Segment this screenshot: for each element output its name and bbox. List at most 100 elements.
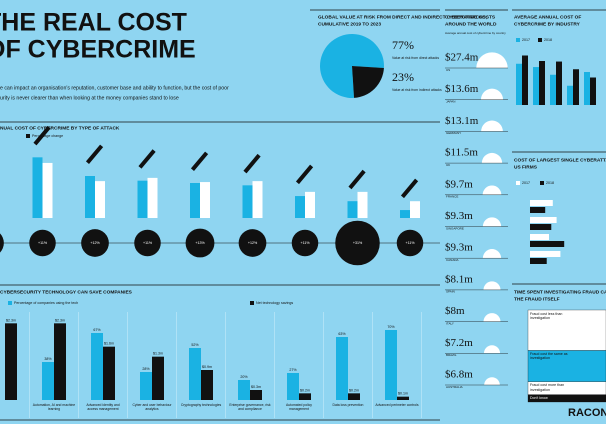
- value-label: $7.2m: [445, 337, 473, 349]
- change-circle: [0, 233, 4, 253]
- bar: [287, 373, 299, 400]
- intro: e can impact an organisation's reputatio…: [0, 85, 229, 91]
- chart-title: AVERAGE ANNUAL COST OF: [514, 14, 581, 20]
- dome: [482, 217, 502, 227]
- x-tick-label: Advanced perimeter controls: [375, 403, 419, 407]
- pie-label: Value at risk from direct attacks: [392, 56, 439, 60]
- bar-value-label: $0.3m: [251, 385, 261, 389]
- segment-label: Fraud cost more than investigation: [530, 383, 565, 392]
- legend-swatch: [540, 181, 544, 185]
- change-label: +12%: [90, 241, 100, 245]
- country-label: BRAZIL: [446, 353, 457, 357]
- page-title: OF CYBERCRIME: [0, 36, 196, 64]
- bar-value-label: $2.3m: [6, 318, 16, 322]
- dome: [480, 88, 504, 100]
- chart-title: COST OF LARGEST SINGLE CYBERATTACK TO: [514, 157, 606, 163]
- attack-tag: [85, 144, 104, 164]
- dome: [476, 52, 508, 68]
- pie-value-label: 77%: [392, 38, 414, 52]
- bar: [238, 380, 250, 400]
- dome: [482, 185, 502, 195]
- bar: [32, 157, 43, 218]
- bar-value-label: 70%: [387, 325, 395, 329]
- bar: [410, 201, 420, 218]
- bar: [539, 61, 545, 105]
- value-label: $8m: [445, 305, 465, 317]
- bar: [397, 396, 409, 400]
- chart-title: THE FRAUD ITSELF: [514, 296, 560, 302]
- bar: [522, 55, 528, 105]
- legend-label: 2017: [522, 38, 530, 42]
- bar-value-label: $0.9m: [202, 365, 212, 369]
- change-circle: [335, 220, 380, 266]
- pie-label: Value at risk from indirect attacks: [392, 88, 442, 92]
- value-label: $13.1m: [445, 115, 479, 127]
- bar: [530, 200, 553, 206]
- change-label: +13%: [195, 241, 205, 245]
- value-label: $9.7m: [445, 178, 473, 190]
- stack-segment: [527, 309, 606, 351]
- x-tick-label: Data loss prevention: [332, 403, 364, 407]
- bar: [252, 181, 263, 218]
- chart-title: NUAL COST OF CYBERCRIME BY TYPE OF ATTAC…: [0, 125, 120, 131]
- x-tick-label-box: Data loss prevention: [332, 403, 364, 407]
- legend-swatch: [250, 301, 254, 305]
- bar: [250, 390, 262, 400]
- bar: [42, 162, 53, 218]
- chart-subtitle: Average annual cost of cybercrime by cou…: [445, 31, 506, 35]
- legend-label: Net technology savings: [256, 301, 293, 305]
- bar: [530, 251, 561, 257]
- intro: urity is never clearer than when looking…: [0, 95, 179, 101]
- bar-value-label: 63%: [338, 332, 346, 336]
- bar: [295, 196, 305, 218]
- bar-value-label: $1.3m: [153, 352, 163, 356]
- x-tick-label: Advanced identity and access management: [86, 403, 120, 412]
- bar: [140, 372, 152, 400]
- segment-label-box: Fraud cost less than investigation: [530, 312, 562, 320]
- bar: [567, 85, 573, 105]
- bar: [242, 185, 253, 218]
- pie-slice: [352, 66, 384, 98]
- country-label: GERMANY: [446, 131, 461, 135]
- change-label: +31%: [353, 241, 363, 245]
- bar: [357, 191, 368, 218]
- bar: [5, 323, 17, 400]
- legend-label: Percentage of companies using the tech: [14, 301, 78, 305]
- change-label: +12%: [248, 241, 258, 245]
- x-tick-label-box: Advanced perimeter controls: [375, 403, 419, 407]
- legend-label: 2017: [522, 181, 530, 185]
- legend-label: 2018: [544, 38, 552, 42]
- value-label: $6.8m: [445, 369, 473, 381]
- chart-title: CUMULATIVE 2019 TO 2023: [318, 21, 381, 27]
- x-tick-label-box: Automated policy management: [286, 403, 312, 411]
- legend-swatch: [538, 38, 542, 42]
- x-tick-label: Enterprise governance, risk and complian…: [229, 403, 271, 412]
- change-circle: [396, 229, 424, 257]
- layout-rules: [0, 9, 606, 421]
- bar: [336, 337, 348, 400]
- bar: [530, 207, 546, 213]
- dome: [481, 152, 503, 164]
- bar-value-label: $0.1m: [398, 392, 408, 396]
- bar: [85, 176, 95, 218]
- bar: [152, 356, 164, 400]
- legend-swatch: [516, 38, 520, 42]
- bar: [189, 348, 201, 400]
- change-label: +11%: [300, 241, 310, 245]
- dome: [482, 249, 502, 259]
- value-label: $9.3m: [445, 210, 473, 222]
- attack-tag: [190, 151, 209, 171]
- bar: [530, 234, 549, 240]
- change-label: +11%: [143, 241, 153, 245]
- value-label: $11.5m: [445, 147, 478, 159]
- change-label: +11%: [405, 241, 415, 245]
- x-tick-label: Cyber and user behaviour analytics: [132, 403, 172, 412]
- bar: [573, 69, 579, 105]
- attack-tag: [243, 153, 261, 174]
- x-tick-label: Automation, AI and machine learning: [32, 403, 76, 412]
- bar: [200, 182, 210, 218]
- chart-title: CYBERCRIME BY INDUSTRY: [514, 21, 581, 27]
- segment-label-box: Don't know: [530, 396, 548, 400]
- legend-label: Percentage change: [32, 134, 63, 138]
